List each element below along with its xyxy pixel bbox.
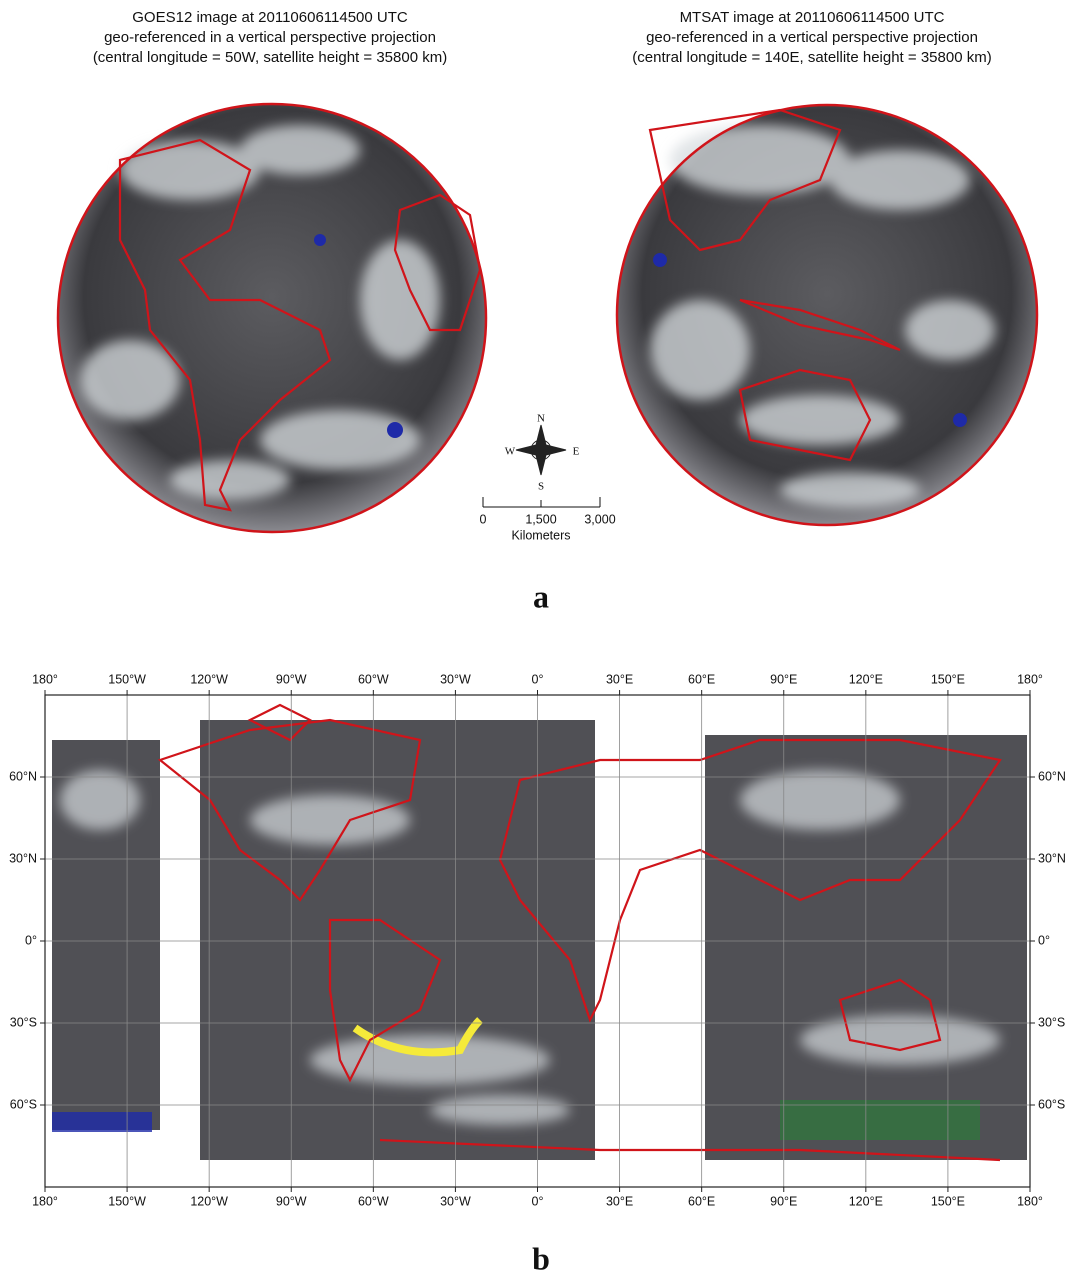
compass: N S E W xyxy=(505,413,580,493)
lon-label: 120°E xyxy=(849,1194,883,1208)
lon-label: 90°E xyxy=(770,1194,797,1208)
lon-label: 0° xyxy=(532,1194,544,1208)
lat-label: 60°N xyxy=(9,769,37,783)
lon-label: 120°E xyxy=(849,672,883,686)
lon-label: 120°W xyxy=(190,672,228,686)
goes-globe xyxy=(58,104,486,532)
lon-label: 180° xyxy=(1017,1194,1043,1208)
lon-label: 0° xyxy=(532,672,544,686)
lon-label: 180° xyxy=(32,1194,58,1208)
title-line: (central longitude = 140E, satellite hei… xyxy=(632,49,991,66)
lon-label: 150°E xyxy=(931,1194,965,1208)
lat-label: 30°S xyxy=(1038,1015,1065,1029)
title-line: GOES12 image at 20110606114500 UTC xyxy=(132,9,408,26)
lon-label: 60°E xyxy=(688,672,715,686)
scale-tick: 0 xyxy=(480,512,487,526)
figure: GOES12 image at 20110606114500 UTC geo-r… xyxy=(0,0,1071,1278)
lat-label: 0° xyxy=(1038,933,1050,947)
lon-label: 30°W xyxy=(440,672,471,686)
mtsat-globe xyxy=(617,105,1037,525)
lon-label: 60°E xyxy=(688,1194,715,1208)
lat-label: 60°N xyxy=(1038,769,1066,783)
lon-label: 90°W xyxy=(276,1194,307,1208)
compass-w: W xyxy=(505,446,516,458)
lon-label: 150°E xyxy=(931,672,965,686)
compass-s: S xyxy=(538,481,544,493)
left-title: GOES12 image at 20110606114500 UTC geo-r… xyxy=(93,9,447,66)
title-line: (central longitude = 50W, satellite heig… xyxy=(93,49,447,66)
lat-label: 0° xyxy=(25,933,37,947)
scale-bar: 0 1,500 3,000 Kilometers xyxy=(480,497,616,542)
scale-unit: Kilometers xyxy=(511,528,570,542)
lon-label: 30°E xyxy=(606,672,633,686)
lon-label: 150°W xyxy=(108,672,146,686)
lat-label: 30°S xyxy=(10,1015,37,1029)
lon-label: 30°E xyxy=(606,1194,633,1208)
title-line: geo-referenced in a vertical perspective… xyxy=(646,29,978,46)
lon-label: 90°W xyxy=(276,672,307,686)
lat-label: 60°S xyxy=(1038,1097,1065,1111)
lat-label: 30°N xyxy=(9,851,37,865)
title-line: geo-referenced in a vertical perspective… xyxy=(104,29,436,46)
lon-label: 180° xyxy=(1017,672,1043,686)
compass-e: E xyxy=(573,446,580,458)
lon-label: 120°W xyxy=(190,1194,228,1208)
compass-n: N xyxy=(537,413,545,425)
lon-label: 180° xyxy=(32,672,58,686)
world-map xyxy=(45,695,1030,1187)
lat-label: 30°N xyxy=(1038,851,1066,865)
lon-label: 150°W xyxy=(108,1194,146,1208)
right-title: MTSAT image at 20110606114500 UTC geo-re… xyxy=(632,9,991,66)
panel-label: b xyxy=(532,1240,550,1276)
lon-label: 90°E xyxy=(770,672,797,686)
scale-tick: 1,500 xyxy=(525,512,556,526)
lon-label: 30°W xyxy=(440,1194,471,1208)
lon-label: 60°W xyxy=(358,1194,389,1208)
panel-label: a xyxy=(533,578,549,614)
scale-tick: 3,000 xyxy=(584,512,615,526)
title-line: MTSAT image at 20110606114500 UTC xyxy=(680,9,945,26)
lon-label: 60°W xyxy=(358,672,389,686)
lat-label: 60°S xyxy=(10,1097,37,1111)
